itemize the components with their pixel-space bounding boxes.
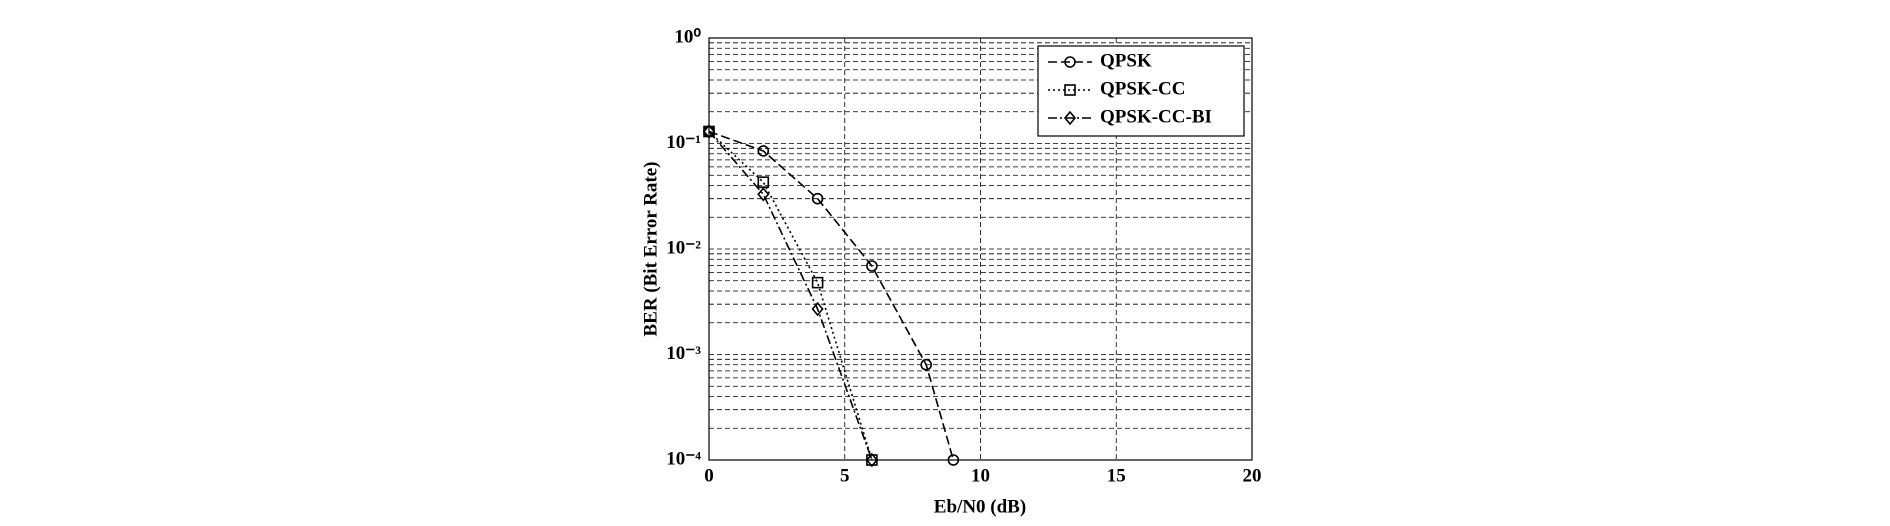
marker (757, 187, 770, 202)
legend-label: QPSK-CC (1100, 78, 1186, 99)
x-tick-label: 20 (1243, 465, 1262, 486)
legend-marker (1064, 84, 1076, 96)
marker (920, 358, 933, 371)
y-tick-label: 10⁻² (666, 237, 701, 258)
series-line (708, 130, 955, 461)
series-line (708, 130, 873, 461)
legend-label: QPSK-CC-BI (1100, 106, 1212, 127)
y-tick-label: 10⁻⁴ (666, 448, 701, 469)
x-tick-label: 10 (971, 465, 990, 486)
y-axis-label: BER (Bit Error Rate) (640, 161, 661, 336)
legend-marker (1063, 110, 1077, 126)
marker (947, 454, 960, 466)
marker (702, 124, 716, 139)
marker (865, 452, 878, 468)
series-line (708, 130, 873, 461)
x-tick-label: 0 (704, 465, 714, 486)
y-tick-label: 10⁰ (674, 26, 701, 47)
y-tick-label: 10⁻¹ (666, 132, 701, 153)
marker (757, 145, 770, 157)
plot-frame (708, 37, 1253, 461)
x-axis-label: Eb/N0 (dB) (934, 496, 1026, 517)
y-tick-label: 10⁻³ (666, 343, 701, 364)
marker (866, 260, 878, 272)
x-tick-label: 5 (840, 465, 850, 486)
marker (811, 192, 824, 205)
legend-label: QPSK (1100, 50, 1152, 71)
legend-marker (1064, 56, 1076, 68)
marker (811, 276, 824, 289)
marker (811, 301, 824, 317)
x-tick-label: 15 (1107, 465, 1126, 486)
